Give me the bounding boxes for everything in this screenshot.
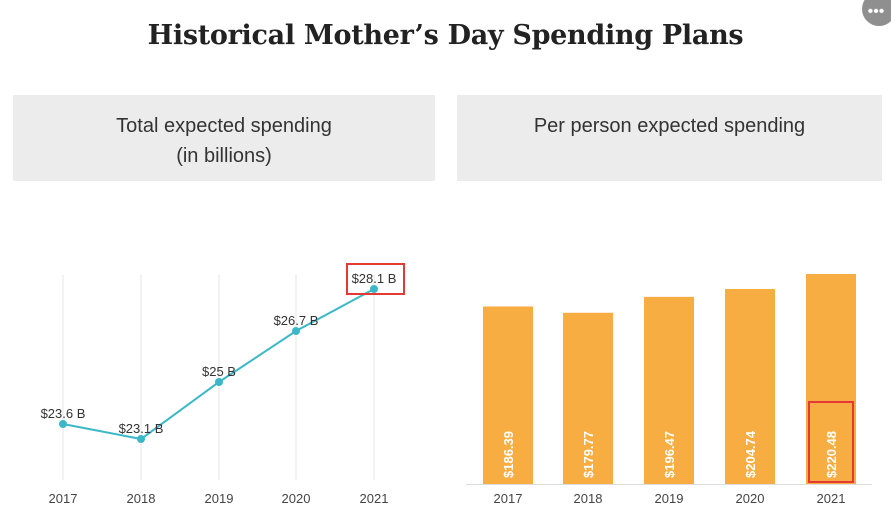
line-point	[59, 420, 67, 428]
bar-data-label: $204.74	[743, 430, 758, 478]
bar-data-label: $186.39	[501, 431, 516, 478]
bar-x-tick-label: 2020	[736, 491, 765, 506]
bar-x-tick-label: 2021	[817, 491, 846, 506]
line-data-label: $26.7 B	[274, 313, 319, 328]
line-point	[370, 285, 378, 293]
bar-x-tick-label: 2019	[655, 491, 684, 506]
line-data-label: $28.1 B	[352, 271, 397, 286]
line-point	[215, 378, 223, 386]
line-data-label: $23.6 B	[41, 406, 86, 421]
bar-chart-header: Per person expected spending	[457, 95, 882, 181]
line-x-tick-label: 2019	[205, 491, 234, 506]
line-chart: $23.6 B 2017 $23.1 B 2018 $25 B 2019 $26.7 B 20…	[41, 263, 405, 506]
line-chart-title: Total expected spending	[116, 115, 332, 137]
bar-chart-title: Per person expected spending	[533, 115, 806, 137]
line-chart-header: Total expected spending (in billions)	[13, 95, 435, 181]
bar-x-tick-label: 2018	[574, 491, 603, 506]
line-point	[292, 327, 300, 335]
bar-chart: $186.39 2017 $179.77 2018 $196.47 2019 $204.74…	[466, 274, 872, 506]
line-x-tick-label: 2017	[49, 491, 78, 506]
line-x-tick-label: 2020	[282, 491, 311, 506]
bar-x-tick-label: 2017	[494, 491, 523, 506]
bar	[483, 306, 533, 484]
line-chart-subtitle: (in billions)	[176, 145, 272, 167]
line-highlight-box	[346, 263, 405, 295]
bar	[806, 274, 856, 484]
bar	[725, 288, 775, 484]
line-data-label: $23.1 B	[119, 421, 164, 436]
chart-title: Historical Mother’s Day Spending Plans	[147, 20, 744, 51]
line-x-tick-label: 2018	[127, 491, 156, 506]
line-x-tick-label: 2021	[360, 491, 389, 506]
bar-highlight-box	[808, 401, 854, 483]
bar-data-label: $220.48	[824, 431, 839, 478]
more-horizontal-icon: •••	[867, 3, 885, 20]
line-point	[137, 435, 145, 443]
line-data-label: $25 B	[202, 364, 236, 379]
bar-data-label: $179.77	[581, 431, 596, 478]
bar	[563, 312, 613, 484]
bar-data-label: $196.47	[662, 431, 677, 478]
bar	[644, 296, 694, 484]
more-options-button[interactable]: •••	[862, 0, 891, 26]
